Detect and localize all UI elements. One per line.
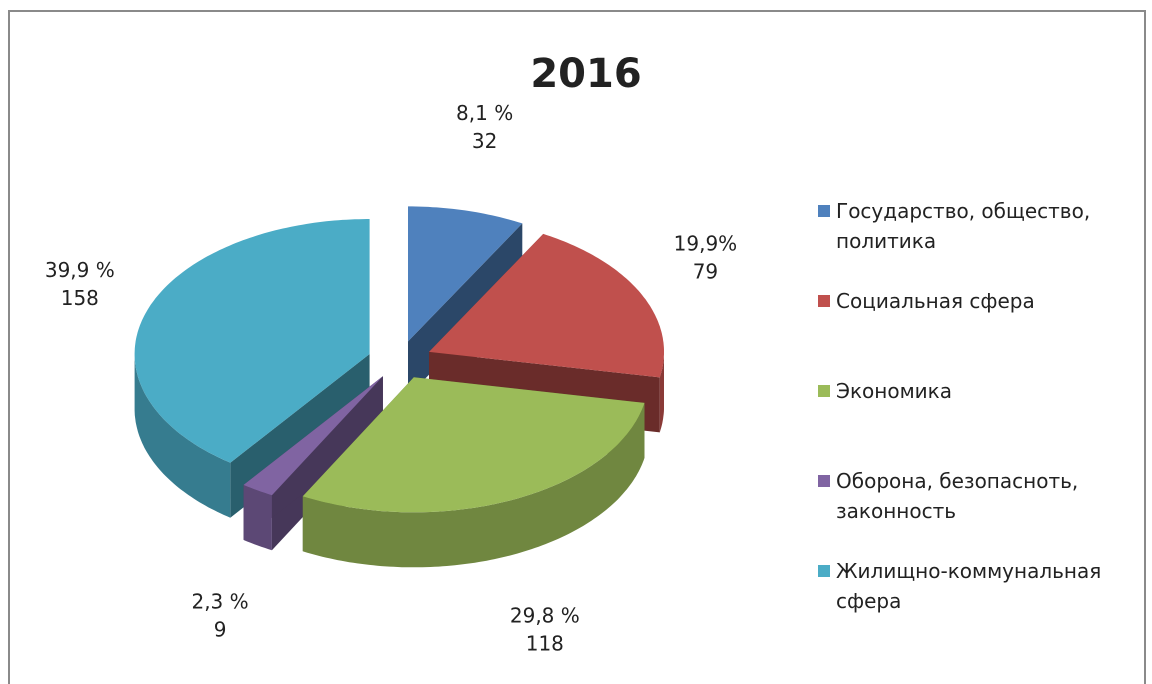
- slice: [408, 206, 523, 342]
- slice-edge: [243, 376, 383, 540]
- percent-label: 8,1 %: [456, 101, 513, 125]
- legend-label: Государство, общество, политика: [836, 199, 1091, 253]
- slice: [243, 376, 383, 496]
- percent-label: 2,3 %: [191, 590, 248, 614]
- slice: [429, 233, 664, 378]
- chart-frame: [8, 10, 1146, 684]
- legend-swatch: [818, 295, 830, 307]
- percent-label: 19,9%: [674, 231, 738, 255]
- value-label: 9: [214, 618, 227, 642]
- chart-title: 2016: [530, 51, 641, 97]
- legend-item: Жилищно-коммунальная сфера: [818, 556, 1138, 646]
- legend-label: Жилищно-коммунальная сфера: [836, 559, 1102, 613]
- legend-item: Экономика: [818, 376, 1138, 466]
- slice-side: [243, 484, 272, 551]
- legend-label: Экономика: [836, 379, 953, 403]
- legend-label: Социальная сфера: [836, 289, 1035, 313]
- legend-item: Социальная сфера: [818, 286, 1138, 376]
- legend-swatch: [818, 475, 830, 487]
- legend-item: Оборона, безопасноть, законность: [818, 466, 1138, 556]
- percent-label: 29,8 %: [510, 603, 580, 627]
- legend-item: Государство, общество, политика: [818, 196, 1138, 286]
- percent-label: 39,9 %: [45, 258, 115, 282]
- legend: Государство, общество, политика Социальна…: [818, 196, 1138, 646]
- value-label: 158: [61, 286, 99, 310]
- legend-swatch: [818, 385, 830, 397]
- value-label: 32: [472, 129, 497, 153]
- slice-side: [134, 354, 231, 518]
- slice-side: [302, 402, 645, 568]
- legend-swatch: [818, 205, 830, 217]
- legend-swatch: [818, 565, 830, 577]
- legend-label: Оборона, безопасноть, законность: [836, 469, 1079, 523]
- slice: [302, 377, 645, 513]
- slice: [134, 219, 370, 463]
- value-label: 79: [693, 259, 718, 283]
- value-label: 118: [526, 631, 564, 655]
- slice-side: [659, 351, 664, 433]
